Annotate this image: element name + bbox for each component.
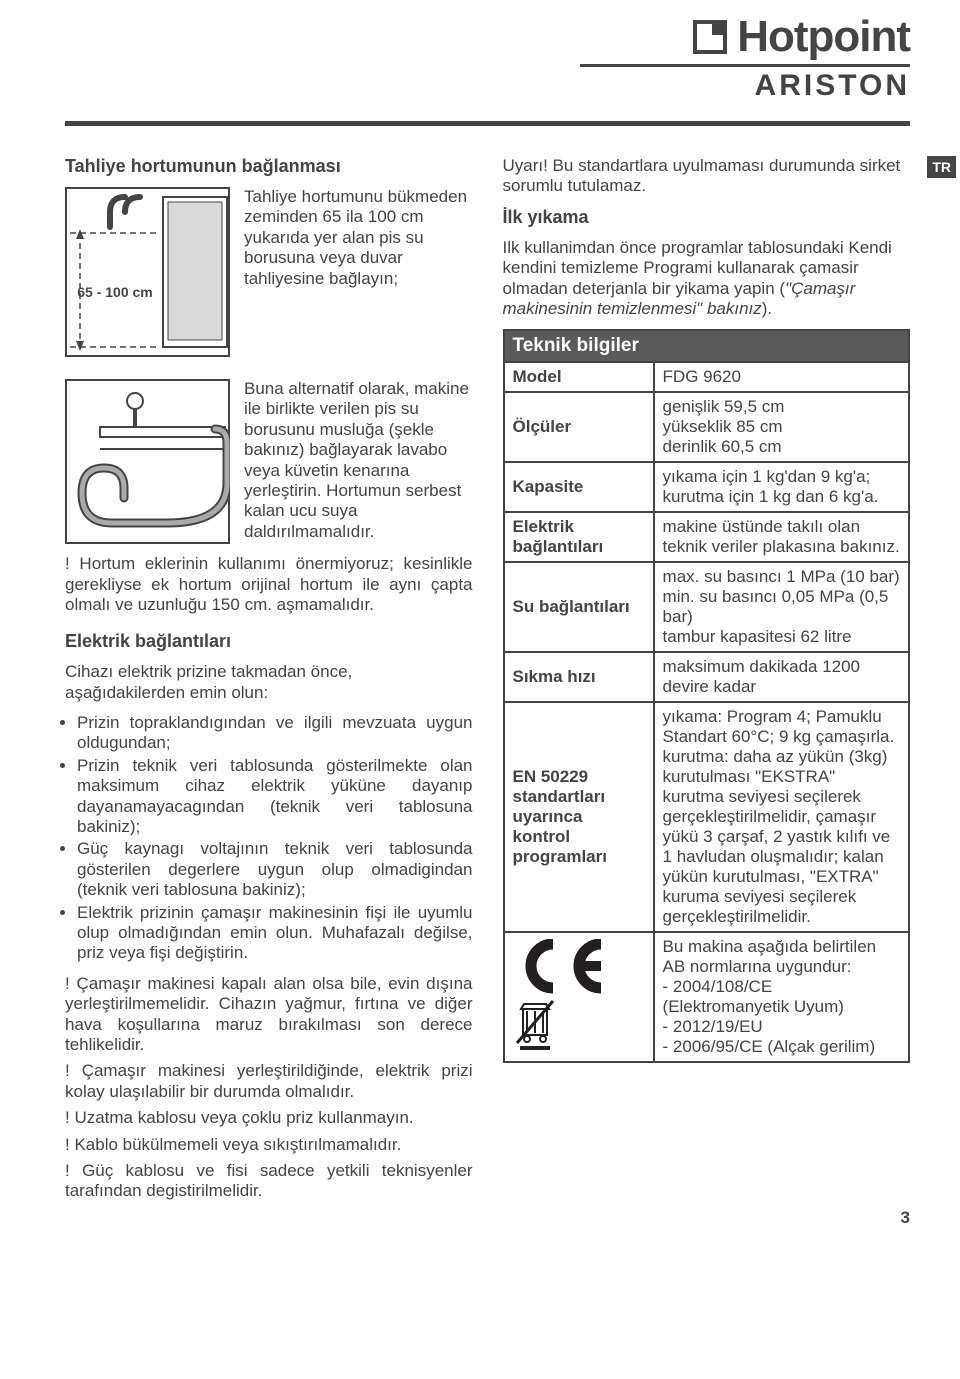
ce-cell	[504, 932, 654, 1062]
diagram-sink-hook	[65, 379, 230, 552]
brand-ariston: ARISTON	[65, 69, 910, 103]
brand-square-icon	[693, 20, 727, 54]
table-row: Sıkma hızı maksimum dakikada 1200 devire…	[504, 652, 910, 702]
page-number: 3	[901, 1208, 910, 1228]
diagram-label: 65 - 100 cm	[77, 284, 153, 300]
weee-icon	[513, 1036, 557, 1055]
table-row: Ölçüler genişlik 59,5 cm yükseklik 85 cm…	[504, 392, 910, 462]
right-column: TR Uyarı! Bu standartlara uyulmaması dur…	[503, 156, 911, 1208]
brand-top: Hotpoint	[693, 12, 910, 62]
ce-mark-icon	[513, 939, 608, 999]
bullet: Elektrik prizinin çamaşır makinesinin fi…	[77, 903, 473, 964]
spec-val: genişlik 59,5 cm yükseklik 85 cm derinli…	[654, 392, 909, 462]
bullet: Prizin topraklandıgından ve ilgili mevzu…	[77, 713, 473, 754]
diagram-hose-height: 65 - 100 cm	[65, 187, 230, 357]
p-warning-disclaimer: Uyarı! Bu standartlara uyulmaması durumu…	[503, 156, 911, 197]
bullet: Güç kaynagı voltajının teknik veri tablo…	[77, 839, 473, 900]
spec-table-title: Teknik bilgiler	[504, 330, 910, 362]
spec-key: Model	[504, 362, 654, 392]
table-row: Elektrik bağlantıları makine üstünde tak…	[504, 512, 910, 562]
spec-val: maksimum dakikada 1200 devire kadar	[654, 652, 909, 702]
spec-key: Sıkma hızı	[504, 652, 654, 702]
p-block1: Tahliye hortumunu bükmeden zeminden 65 i…	[244, 187, 473, 289]
brand-hotpoint: Hotpoint	[737, 12, 910, 62]
warn-item: ! Çamaşır makinesi yerleştirildiğinde, e…	[65, 1061, 473, 1102]
content-columns: Tahliye hortumunun bağlanması	[65, 156, 910, 1208]
block-1: 65 - 100 cm Tahliye hortumunu bükmeden z…	[65, 187, 473, 357]
heading-electrical: Elektrik bağlantıları	[65, 631, 473, 652]
spec-val: max. su basıncı 1 MPa (10 bar) min. su b…	[654, 562, 909, 652]
table-row: Kapasite yıkama için 1 kg'dan 9 kg'a; ku…	[504, 462, 910, 512]
heading-drain-hose: Tahliye hortumunun bağlanması	[65, 156, 473, 177]
spec-val: makine üstünde takılı olan teknik verile…	[654, 512, 909, 562]
warn-item: ! Uzatma kablosu veya çoklu priz kullanm…	[65, 1108, 473, 1128]
spec-key: Su bağlantıları	[504, 562, 654, 652]
heading-first-wash: İlk yıkama	[503, 207, 911, 228]
spec-key: Elektrik bağlantıları	[504, 512, 654, 562]
ce-text: Bu makina aşağıda belirtilen AB normları…	[654, 932, 909, 1062]
spec-key: EN 50229 standartları uyarınca kontrol p…	[504, 702, 654, 932]
warn-item: ! Çamaşır makinesi kapalı alan olsa bile…	[65, 974, 473, 1056]
table-row: Su bağlantıları max. su basıncı 1 MPa (1…	[504, 562, 910, 652]
bullet: Prizin teknik veri tablosunda gösterilme…	[77, 756, 473, 838]
block-2-text: Buna alternatif olarak, makine ile birli…	[244, 379, 473, 552]
language-tab: TR	[927, 156, 956, 178]
spec-val: yıkama: Program 4; Pamuklu Standart 60°C…	[654, 702, 909, 932]
warn-item: ! Kablo bükülmemeli veya sıkıştırılmamal…	[65, 1135, 473, 1155]
p-elec-intro: Cihazı elektrik prizine takmadan önce, a…	[65, 662, 473, 703]
warn-item: ! Güç kablosu ve fisi sadece yetkili tek…	[65, 1161, 473, 1202]
table-row: Model FDG 9620	[504, 362, 910, 392]
block-1-text: Tahliye hortumunu bükmeden zeminden 65 i…	[244, 187, 473, 357]
main-divider	[65, 121, 910, 126]
page: Hotpoint ARISTON Tahliye hortumunun bağl…	[0, 0, 960, 1238]
p-block2: Buna alternatif olarak, makine ile birli…	[244, 379, 473, 542]
brand-block: Hotpoint ARISTON	[65, 12, 910, 103]
spec-key: Kapasite	[504, 462, 654, 512]
block-2: Buna alternatif olarak, makine ile birli…	[65, 379, 473, 552]
elec-bullet-list: Prizin topraklandıgından ve ilgili mevzu…	[65, 713, 473, 964]
brand-divider	[580, 64, 910, 67]
p-first-wash: Ilk kullanimdan önce programlar tablosun…	[503, 238, 911, 320]
spec-val: yıkama için 1 kg'dan 9 kg'a; kurutma içi…	[654, 462, 909, 512]
warn-hose-ext: ! Hortum eklerinin kullanımı önermiyoruz…	[65, 554, 473, 615]
table-row: EN 50229 standartları uyarınca kontrol p…	[504, 702, 910, 932]
table-row: Bu makina aşağıda belirtilen AB normları…	[504, 932, 910, 1062]
spec-key: Ölçüler	[504, 392, 654, 462]
spec-val: FDG 9620	[654, 362, 909, 392]
left-column: Tahliye hortumunun bağlanması	[65, 156, 473, 1208]
spec-table: Teknik bilgiler Model FDG 9620 Ölçüler g…	[503, 329, 911, 1063]
